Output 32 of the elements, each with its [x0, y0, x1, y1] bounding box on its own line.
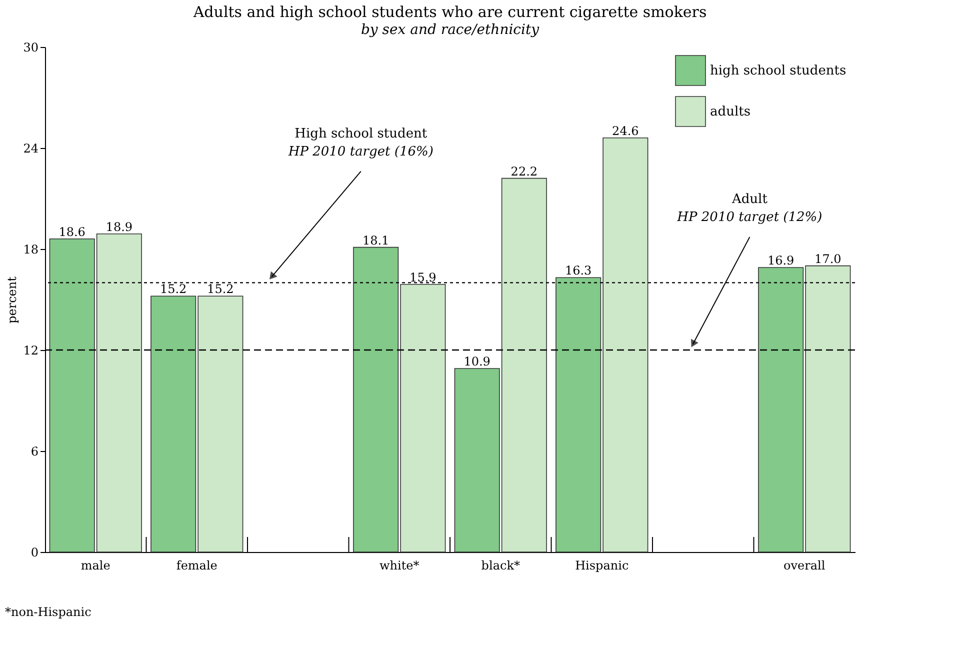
data-label: 15.2 — [160, 282, 187, 296]
y-tick-label: 6 — [30, 444, 38, 458]
legend-label: high school students — [710, 64, 846, 78]
y-tick-label: 18 — [23, 242, 38, 256]
y-axis-title: percent — [5, 276, 20, 324]
chart-subtitle: by sex and race/ethnicity — [360, 22, 540, 38]
y-tick-label: 24 — [23, 142, 39, 156]
data-label: 15.2 — [207, 282, 234, 296]
data-label: 15.9 — [410, 270, 436, 284]
data-label: 17.0 — [814, 252, 842, 266]
x-tick-label: black* — [481, 558, 520, 572]
x-tick-label: female — [176, 558, 218, 572]
y-tick-label: 12 — [23, 344, 38, 358]
data-label: 16.3 — [564, 264, 592, 278]
legend-label: adults — [710, 104, 750, 120]
ref-line-label: High school student HP 2010 target (16%) — [287, 126, 434, 160]
x-tick-label: overall — [784, 558, 826, 572]
text: *non-Hispanic — [5, 605, 92, 619]
ref-line-label: Adult HP 2010 target (12%) — [676, 192, 822, 225]
data-label: 18.1 — [362, 233, 390, 248]
data-label: 22.2 — [510, 164, 538, 178]
data-label: 18.6 — [58, 224, 86, 239]
x-tick-label: Hispanic — [575, 558, 629, 572]
y-tick-label: 30 — [23, 40, 38, 54]
data-label: 24.6 — [612, 124, 639, 138]
chart-title: Adults and high school students who are current cigarette smokers — [192, 3, 707, 21]
x-tick-label: white* — [379, 558, 420, 572]
data-label: 18.9 — [106, 220, 133, 234]
y-tick-label: 0 — [30, 546, 38, 560]
data-label: 16.9 — [767, 254, 794, 268]
x-tick-label: male — [80, 558, 110, 572]
data-label: 10.9 — [464, 354, 490, 369]
